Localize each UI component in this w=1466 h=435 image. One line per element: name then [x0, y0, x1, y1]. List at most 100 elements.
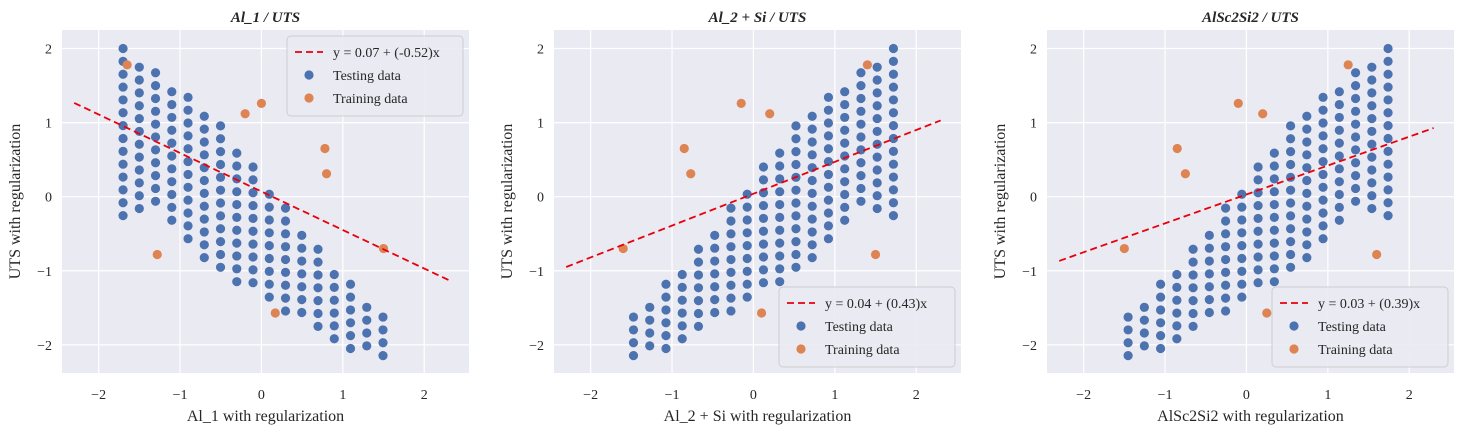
- testing-point: [362, 302, 372, 312]
- testing-point: [1123, 312, 1133, 322]
- testing-point: [888, 185, 899, 195]
- training-point: [765, 109, 775, 119]
- testing-point: [264, 241, 274, 251]
- testing-point: [1253, 252, 1263, 262]
- testing-point: [183, 208, 193, 218]
- testing-point: [1204, 256, 1214, 266]
- testing-point: [710, 282, 720, 292]
- testing-point: [1188, 296, 1198, 306]
- testing-point: [1269, 251, 1279, 261]
- training-point: [1233, 98, 1243, 108]
- testing-point: [661, 279, 671, 289]
- legend-training-swatch: [1289, 344, 1299, 354]
- testing-point: [118, 172, 128, 182]
- testing-point: [1253, 200, 1263, 211]
- training-point: [1119, 243, 1129, 254]
- testing-point: [199, 240, 209, 250]
- x-tick-label: 1: [339, 388, 346, 403]
- testing-point: [150, 145, 161, 155]
- testing-point: [183, 195, 193, 205]
- testing-point: [215, 134, 226, 144]
- testing-point: [710, 230, 720, 240]
- testing-point: [807, 150, 817, 160]
- testing-point: [726, 203, 736, 213]
- testing-point: [807, 175, 817, 186]
- testing-point: [215, 185, 226, 195]
- testing-point: [856, 68, 866, 78]
- testing-point: [329, 308, 339, 318]
- testing-point: [807, 188, 817, 198]
- testing-point: [280, 267, 291, 277]
- testing-point: [661, 305, 671, 315]
- testing-point: [1269, 174, 1279, 184]
- testing-point: [1220, 203, 1231, 213]
- testing-point: [183, 169, 193, 180]
- testing-point: [280, 306, 291, 316]
- testing-point: [167, 164, 177, 174]
- testing-point: [1269, 148, 1279, 158]
- testing-point: [1350, 68, 1361, 78]
- testing-point: [183, 92, 193, 102]
- testing-point: [215, 211, 226, 221]
- testing-point: [232, 187, 242, 197]
- testing-point: [215, 147, 226, 157]
- testing-point: [1285, 147, 1296, 157]
- testing-point: [856, 81, 866, 91]
- testing-point: [264, 292, 274, 302]
- testing-point: [840, 99, 850, 110]
- testing-point: [215, 121, 226, 131]
- testing-point: [758, 213, 769, 224]
- testing-point: [1302, 124, 1312, 134]
- training-point: [1180, 169, 1190, 179]
- testing-point: [775, 264, 785, 274]
- x-tick-label: −2: [583, 388, 598, 403]
- testing-point: [118, 133, 128, 144]
- testing-point: [710, 243, 720, 253]
- training-point: [1262, 308, 1272, 318]
- testing-point: [1253, 226, 1263, 236]
- testing-point: [856, 93, 866, 104]
- testing-point: [313, 270, 323, 280]
- testing-point: [645, 315, 655, 325]
- testing-point: [1172, 334, 1182, 344]
- testing-point: [232, 148, 242, 158]
- testing-point: [183, 234, 193, 244]
- testing-point: [248, 265, 258, 275]
- testing-point: [888, 198, 899, 208]
- testing-point: [183, 221, 193, 231]
- testing-point: [1383, 121, 1393, 131]
- chart-panel-1: −2 −1 0 1 2 −2 −1 0 1 2 Al_1 / UTS Al_1 with regula…: [7, 10, 469, 425]
- testing-point: [710, 295, 720, 305]
- testing-point: [872, 152, 882, 162]
- testing-point: [840, 151, 850, 161]
- training-point: [1258, 109, 1268, 119]
- testing-point: [199, 214, 209, 224]
- testing-point: [710, 256, 720, 266]
- testing-point: [693, 244, 704, 254]
- testing-point: [1237, 241, 1247, 251]
- y-axis-label: UTS with regularization: [499, 124, 516, 280]
- x-tick-label: 1: [831, 388, 838, 403]
- testing-point: [1383, 56, 1393, 66]
- testing-point: [742, 241, 752, 251]
- testing-point: [313, 244, 323, 254]
- testing-point: [823, 195, 834, 205]
- testing-point: [1350, 170, 1361, 181]
- testing-point: [1253, 162, 1263, 172]
- testing-point: [329, 321, 339, 331]
- testing-point: [1334, 99, 1344, 110]
- testing-point: [677, 295, 687, 305]
- testing-point: [1204, 307, 1214, 318]
- testing-point: [693, 283, 704, 293]
- testing-point: [1204, 230, 1214, 240]
- testing-point: [775, 161, 785, 171]
- testing-point: [872, 165, 882, 175]
- testing-point: [1367, 139, 1377, 149]
- legend-label: y = 0.03 + (0.39)x: [1318, 297, 1420, 312]
- testing-point: [1269, 238, 1279, 248]
- testing-point: [1237, 279, 1247, 289]
- testing-point: [280, 203, 291, 213]
- testing-point: [345, 318, 356, 328]
- training-point: [1172, 143, 1182, 154]
- testing-point: [345, 292, 356, 302]
